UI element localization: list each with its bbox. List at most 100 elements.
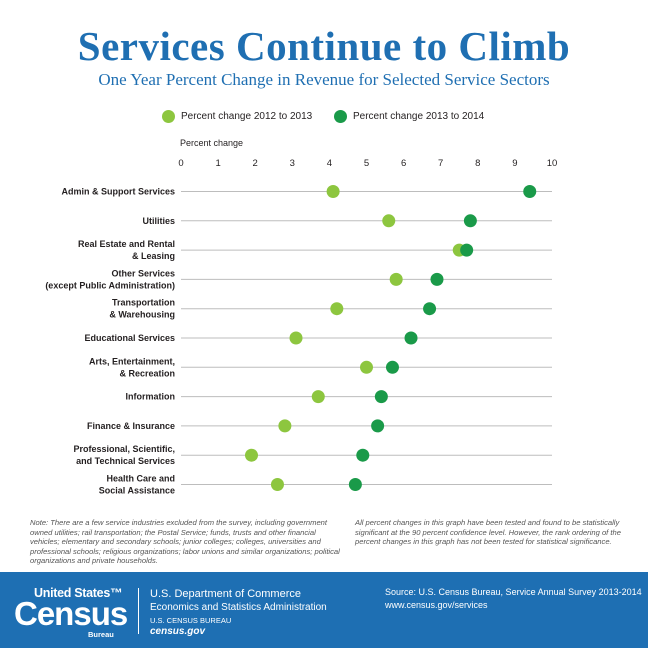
department-block: U.S. Department of Commerce Economics an…: [150, 588, 327, 637]
chart-row: Finance & Insurance: [87, 419, 552, 433]
esa-name: Economics and Statistics Administration: [150, 602, 327, 613]
x-tick-label: 9: [512, 158, 517, 169]
chart-row: Transportation & Warehousing: [109, 298, 552, 320]
category-label-line: Other Services: [111, 268, 175, 278]
legend-label-2013-2014: Percent change 2013 to 2014: [353, 111, 485, 122]
x-axis-label: Percent change: [180, 138, 243, 148]
data-point-2012-2013: [326, 185, 340, 198]
category-label-line: (except Public Administration): [45, 280, 175, 290]
category-label-line: Utilities: [142, 216, 175, 226]
data-point-2013-2014: [374, 390, 388, 404]
category-label-line: Information: [126, 392, 176, 402]
category-label-line: Social Assistance: [99, 486, 175, 496]
category-label-line: Educational Services: [84, 333, 175, 343]
data-point-2012-2013: [244, 448, 258, 462]
chart-subtitle: One Year Percent Change in Revenue for S…: [98, 70, 550, 89]
x-tick-label: 8: [475, 158, 480, 169]
data-point-2013-2014: [460, 243, 474, 257]
dept-name: U.S. Department of Commerce: [150, 588, 301, 600]
category-label: Educational Services: [84, 333, 175, 343]
x-tick-label: 4: [327, 158, 332, 169]
chart-row: Other Services (except Public Administrat…: [45, 268, 552, 290]
category-label: Information: [126, 392, 176, 402]
category-label-line: Arts, Entertainment,: [89, 356, 175, 366]
data-point-2013-2014: [430, 272, 444, 286]
x-tick-label: 3: [290, 158, 295, 169]
category-label: Other Services (except Public Administrat…: [45, 268, 175, 290]
x-tick-label: 7: [438, 158, 443, 169]
legend-item-2013-2014: Percent change 2013 to 2014: [334, 110, 484, 123]
category-label: Arts, Entertainment, & Recreation: [89, 356, 175, 378]
chart-title: Services Continue to Climb: [77, 23, 571, 69]
category-label: Finance & Insurance: [87, 421, 175, 431]
note-right: All percent changes in this graph have b…: [355, 518, 621, 547]
data-point-2012-2013: [311, 390, 325, 404]
category-label-line: & Warehousing: [109, 310, 175, 320]
data-point-2013-2014: [385, 360, 399, 374]
logo-bureau: Bureau: [88, 630, 114, 639]
data-point-2013-2014: [348, 478, 362, 491]
note-left: Note: There are a few service industries…: [30, 518, 340, 566]
bureau-name: U.S. CENSUS BUREAU: [150, 616, 232, 625]
source-block: Source: U.S. Census Bureau, Service Annu…: [385, 586, 642, 612]
x-tick-label: 6: [401, 158, 406, 169]
data-point-2013-2014: [371, 419, 385, 433]
legend-marker-2012-2013: [162, 110, 175, 123]
chart-row: Professional, Scientific, and Technical S…: [73, 444, 552, 466]
data-point-2012-2013: [330, 302, 344, 316]
source-text: Source: U.S. Census Bureau, Service Annu…: [385, 587, 642, 597]
category-label: Real Estate and Rental & Leasing: [78, 239, 175, 261]
category-label-line: Real Estate and Rental: [78, 239, 175, 249]
x-tick-label: 10: [547, 158, 558, 169]
source-url-link[interactable]: www.census.gov/services: [385, 600, 488, 610]
data-point-2013-2014: [463, 214, 477, 228]
legend-label-2012-2013: Percent change 2012 to 2013: [181, 111, 313, 122]
data-point-2013-2014: [423, 302, 437, 316]
x-tick-label: 0: [178, 158, 183, 169]
category-label: Health Care and Social Assistance: [99, 474, 175, 496]
census-gov-link[interactable]: census.gov: [150, 626, 206, 637]
chart-row: Educational Services: [84, 331, 552, 345]
chart-row: Real Estate and Rental & Leasing: [78, 239, 552, 261]
x-tick-label: 1: [215, 158, 220, 169]
data-point-2012-2013: [270, 478, 284, 491]
category-label-line: Transportation: [112, 298, 175, 308]
legend-item-2012-2013: Percent change 2012 to 2013: [162, 110, 312, 123]
chart-row: Utilities: [142, 214, 552, 228]
data-point-2012-2013: [382, 214, 396, 228]
category-label: Transportation & Warehousing: [109, 298, 175, 320]
data-point-2013-2014: [356, 448, 370, 462]
footer-divider: [138, 588, 139, 634]
category-label-line: & Leasing: [132, 251, 175, 261]
data-point-2013-2014: [404, 331, 418, 345]
data-point-2012-2013: [360, 360, 373, 374]
chart-row: Admin & Support Services: [61, 185, 552, 198]
category-label-line: Professional, Scientific,: [73, 444, 175, 454]
category-label-line: Admin & Support Services: [61, 187, 175, 197]
x-tick-label: 2: [253, 158, 258, 169]
data-point-2013-2014: [523, 185, 537, 198]
category-label-line: and Technical Services: [76, 456, 175, 466]
data-point-2012-2013: [289, 331, 303, 345]
logo-census: Census: [14, 595, 128, 632]
census-logo: United States™ Census Bureau: [14, 586, 128, 639]
x-axis-ticks: 0 1 2 3 4 5 6 7 8 9 10: [178, 158, 557, 169]
data-point-2012-2013: [278, 419, 292, 433]
category-label: Utilities: [142, 216, 175, 226]
data-point-2012-2013: [389, 272, 403, 286]
legend: Percent change 2012 to 2013 Percent chan…: [0, 110, 648, 128]
category-label-line: & Recreation: [119, 368, 175, 378]
chart-row: Health Care and Social Assistance: [99, 474, 552, 496]
chart-row: Information: [126, 390, 552, 404]
logo-united-states: United States™: [34, 586, 123, 600]
chart-row: Arts, Entertainment, & Recreation: [89, 356, 552, 378]
category-label: Admin & Support Services: [61, 187, 175, 197]
legend-marker-2013-2014: [334, 110, 347, 123]
dot-plot: Percent change 0 1 2 3 4 5 6 7 8 9 10 Admin & Supp…: [45, 138, 557, 496]
chart-rows: Admin & Support Services Utilities Real Es…: [45, 185, 552, 496]
footer: United States™ Census Bureau U.S. Depart…: [0, 572, 648, 648]
category-label-line: Finance & Insurance: [87, 421, 175, 431]
category-label: Professional, Scientific, and Technical S…: [73, 444, 175, 466]
category-label-line: Health Care and: [106, 474, 175, 484]
x-tick-label: 5: [364, 158, 369, 169]
